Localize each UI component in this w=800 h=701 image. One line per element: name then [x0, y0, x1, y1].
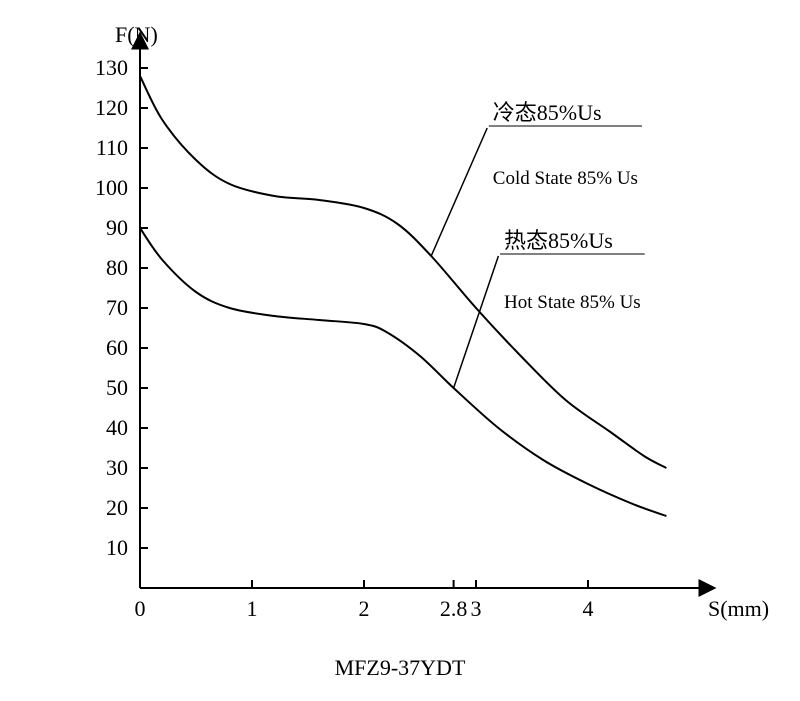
x-axis-label: S(mm) [708, 596, 769, 621]
chart-svg: 10 20 30 40 50 60 70 80 90 100 110 120 130 0 1 2 3 4 2.8 F(… [0, 0, 800, 701]
x-tick-label: 0 [135, 596, 146, 621]
y-tick-label: 40 [106, 415, 128, 440]
y-tick-label: 120 [95, 95, 128, 120]
y-tick-label: 20 [106, 495, 128, 520]
chart-caption: MFZ9-37YDT [335, 655, 466, 680]
x-tick-label: 1 [247, 596, 258, 621]
y-tick-label: 90 [106, 215, 128, 240]
x-tick-label: 2 [359, 596, 370, 621]
annot-cn-hot: 热态85%Us [504, 228, 613, 253]
y-axis-label: F(N) [115, 22, 158, 47]
y-tick-label: 100 [95, 175, 128, 200]
y-tick-label: 60 [106, 335, 128, 360]
curve-hot [140, 228, 666, 516]
y-tick-label: 70 [106, 295, 128, 320]
y-tick-label: 10 [106, 535, 128, 560]
x-tick-label-extra: 2.8 [440, 596, 468, 621]
annot-cn-cold: 冷态85%Us [493, 100, 602, 125]
y-tick-label: 130 [95, 55, 128, 80]
y-tick-label: 110 [96, 135, 128, 160]
y-tick-label: 30 [106, 455, 128, 480]
annot-en-cold: Cold State 85% Us [493, 168, 638, 189]
x-tick-label: 3 [471, 596, 482, 621]
chart-container: 10 20 30 40 50 60 70 80 90 100 110 120 130 0 1 2 3 4 2.8 F(… [0, 0, 800, 701]
x-tick-label: 4 [583, 596, 594, 621]
y-tick-label: 80 [106, 255, 128, 280]
curve-cold [140, 76, 666, 468]
leader-hot [454, 256, 499, 388]
annot-en-hot: Hot State 85% Us [504, 292, 641, 313]
leader-cold [431, 128, 487, 256]
y-tick-label: 50 [106, 375, 128, 400]
